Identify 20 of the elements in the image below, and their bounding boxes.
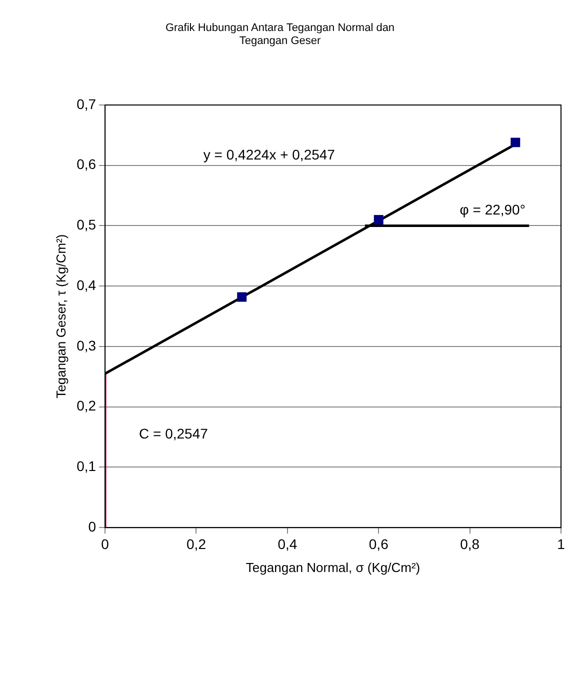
x-tick-label: 0,2 bbox=[186, 536, 206, 552]
y-tick-label: 0,4 bbox=[76, 276, 96, 293]
x-axis-title: Tegangan Normal, σ (Kg/Cm²) bbox=[246, 560, 420, 575]
y-tick-label: 0,7 bbox=[76, 96, 96, 112]
y-tick-label: 0,5 bbox=[76, 216, 96, 233]
annotation: y = 0,4224x + 0,2547 bbox=[203, 146, 336, 163]
y-tick-label: 0,6 bbox=[76, 156, 96, 172]
y-tick-label: 0,1 bbox=[76, 458, 96, 474]
x-tick-label: 0,8 bbox=[460, 536, 480, 552]
annotation: φ = 22,90° bbox=[460, 202, 526, 218]
x-tick-label: 0 bbox=[101, 536, 110, 552]
y-axis-title: Tegangan Geser, τ (Kg/Cm²) bbox=[53, 234, 68, 398]
chart-title: Grafik Hubungan Antara Tegangan Normal dan Tegangan Geser bbox=[164, 22, 396, 48]
x-tick-label: 0,6 bbox=[368, 536, 389, 552]
y-tick-label: 0,2 bbox=[76, 398, 96, 414]
y-tick-label: 0,3 bbox=[76, 337, 96, 354]
annotation: C = 0,2547 bbox=[139, 425, 208, 442]
x-tick-label: 0,4 bbox=[278, 536, 298, 552]
x-tick-label: 1 bbox=[557, 536, 566, 552]
y-tick-label: 0 bbox=[88, 518, 96, 534]
